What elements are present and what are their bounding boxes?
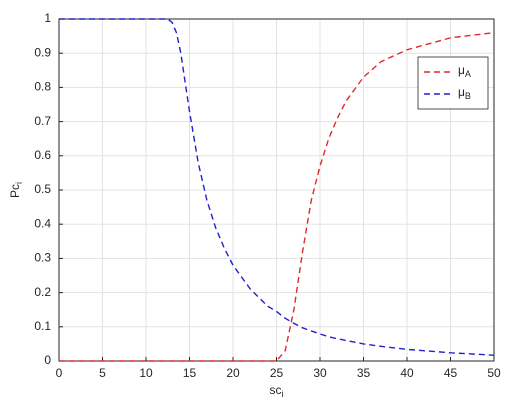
- x-tick-label: 40: [400, 366, 414, 380]
- y-tick-label: 0.1: [34, 319, 51, 333]
- y-tick-label: 0.9: [34, 45, 51, 59]
- x-tick-label: 0: [56, 366, 63, 380]
- y-tick-label: 0.7: [34, 114, 51, 128]
- x-tick-label: 25: [270, 366, 284, 380]
- legend-label: μB: [458, 85, 471, 101]
- x-tick-label: 35: [357, 366, 371, 380]
- data-line: [59, 31, 495, 362]
- y-tick-label: 0.4: [34, 216, 51, 230]
- y-tick-label: 0.5: [34, 182, 51, 196]
- x-tick-label: 15: [183, 366, 197, 380]
- y-tick-label: 0: [44, 353, 51, 367]
- legend-label: μA: [458, 63, 471, 79]
- y-tick-label: 0.8: [34, 80, 51, 94]
- y-tick-label: 0.2: [34, 285, 51, 299]
- x-tick-label: 45: [444, 366, 458, 380]
- x-tick-label: 10: [139, 366, 153, 380]
- y-tick-label: 0.6: [34, 148, 51, 162]
- y-tick-label: 0.3: [34, 251, 51, 265]
- y-tick-label: 1: [44, 11, 51, 25]
- x-axis-label: sci: [270, 383, 284, 399]
- data-line: [59, 18, 495, 356]
- x-tick-label: 50: [487, 366, 501, 380]
- x-tick-label: 5: [99, 366, 106, 380]
- legend-box: [417, 56, 489, 110]
- x-tick-label: 20: [226, 366, 240, 380]
- plot-frame: [58, 18, 495, 362]
- x-tick-label: 30: [313, 366, 327, 380]
- y-axis-label: Pci: [8, 182, 24, 198]
